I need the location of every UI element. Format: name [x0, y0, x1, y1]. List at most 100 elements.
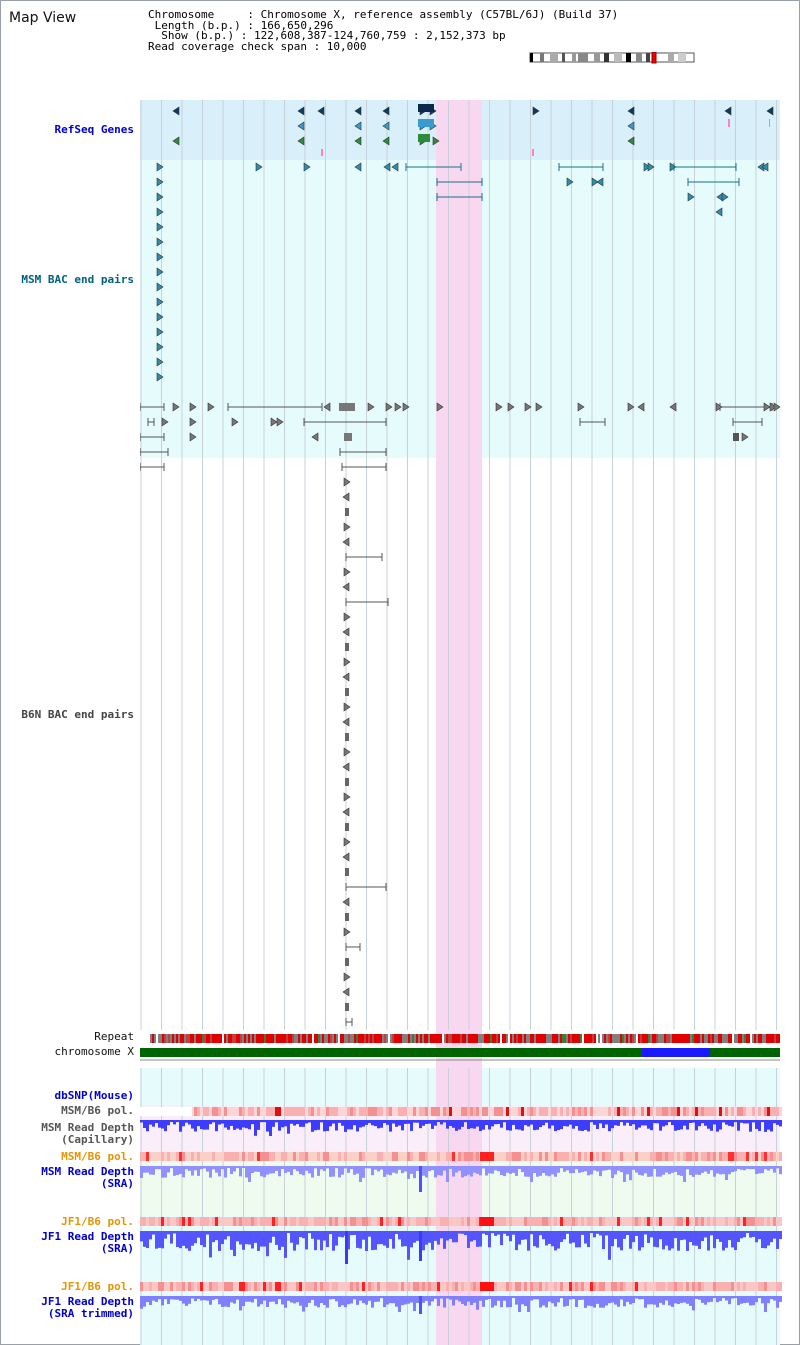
jf1-b6-pol-row-2	[461, 1282, 464, 1291]
repeat-segment	[444, 1034, 446, 1043]
msm-b6-pol-row-2	[752, 1152, 755, 1161]
b6n-bac-end	[763, 402, 771, 412]
jf1-depth-sra-bar	[746, 1231, 749, 1234]
jf1-b6-pol-label-1: JF1/B6 pol.	[61, 1215, 134, 1228]
jf1-depth-trimmed-bar	[338, 1296, 341, 1307]
msm-depth-capillary-bar	[626, 1120, 629, 1123]
b6n-bac-end	[342, 762, 350, 772]
jf1-depth-trimmed-bar	[569, 1296, 572, 1300]
msm-depth-capillary-bar	[251, 1120, 254, 1125]
jf1-depth-trimmed-bar	[752, 1296, 755, 1306]
msm-depth-capillary-bar	[737, 1120, 740, 1131]
repeat-segment	[274, 1034, 276, 1043]
msm-depth-capillary-bar	[713, 1120, 716, 1125]
jf1-depth-trimmed-bar	[323, 1296, 326, 1306]
msm-b6-pol-row-2	[623, 1152, 626, 1161]
jf1-depth-trimmed-bar	[206, 1296, 209, 1301]
msm-b6-pol-row	[299, 1107, 302, 1116]
msm-depth-capillary-bar	[335, 1120, 338, 1131]
msm-depth-capillary-bar	[221, 1120, 224, 1124]
msm-b6-pol-row	[716, 1107, 719, 1116]
repeat-segment	[662, 1034, 664, 1043]
refseq-mark	[321, 149, 323, 156]
jf1-depth-sra-bar	[263, 1231, 266, 1247]
msm-b6-pol-row-2	[515, 1152, 518, 1161]
jf1-depth-sra-bar	[296, 1231, 299, 1245]
msm-b6-pol-row-2	[779, 1152, 782, 1161]
jf1-b6-pol-row-2	[275, 1282, 278, 1291]
msm-depth-sra-bar	[710, 1166, 713, 1171]
msm-b6-pol-row-2	[293, 1152, 296, 1161]
repeat-segment	[378, 1034, 380, 1043]
repeat-segment	[774, 1034, 776, 1043]
jf1-depth-trimmed-bar	[509, 1296, 512, 1308]
jf1-b6-pol-row-2	[212, 1282, 215, 1291]
jf1-b6-pol-row	[182, 1217, 185, 1226]
msm-b6-pol-row	[488, 1107, 491, 1116]
jf1-b6-pol-label-2: JF1/B6 pol.	[61, 1280, 134, 1293]
jf1-b6-pol-row	[692, 1217, 695, 1226]
msm-depth-sra-bar	[350, 1166, 353, 1170]
b6n-bac-end	[436, 402, 444, 412]
jf1-b6-pol-row	[341, 1217, 344, 1226]
msm-b6-pol-row	[371, 1107, 374, 1116]
msm-depth-sra-bar	[572, 1166, 575, 1174]
jf1-depth-trimmed-bar	[470, 1296, 473, 1306]
jf1-depth-trimmed-bar	[527, 1296, 530, 1312]
msm-depth-sra-bar	[323, 1166, 326, 1172]
msm-depth-sra-bar	[599, 1166, 602, 1177]
msm-b6-pol-row	[338, 1107, 341, 1116]
msm-depth-sra-bar	[230, 1166, 233, 1175]
msm-depth-capillary-bar	[554, 1120, 557, 1132]
msm-b6-pol-row-2	[299, 1152, 302, 1161]
msm-b6-pol-row	[365, 1107, 368, 1116]
repeat-segment	[654, 1034, 656, 1043]
msm-b6-pol-row-2	[608, 1152, 611, 1161]
jf1-b6-pol-row-2	[599, 1282, 602, 1291]
repeat-segment	[512, 1034, 514, 1043]
jf1-b6-pol-row-2	[458, 1282, 461, 1291]
jf1-b6-pol-row	[350, 1217, 353, 1226]
repeat-segment	[342, 1034, 344, 1043]
jf1-b6-pol-row-2	[242, 1282, 245, 1291]
msm-depth-capillary-bar	[152, 1120, 155, 1127]
jf1-depth-sra-bar	[215, 1231, 218, 1241]
jf1-b6-pol-row-2	[197, 1282, 200, 1291]
msm-depth-capillary-bar	[665, 1120, 668, 1126]
msm-depth-sra-bar	[278, 1166, 281, 1177]
jf1-depth-trimmed-bar	[350, 1296, 353, 1304]
jf1-b6-pol-row	[380, 1217, 383, 1226]
repeat-segment	[264, 1034, 266, 1043]
jf1-depth-sra-bar	[443, 1231, 446, 1249]
msm-b6-pol-row	[329, 1107, 332, 1116]
msm-b6-pol-row	[596, 1107, 599, 1116]
msm-b6-pol-row-2	[275, 1152, 278, 1161]
msm-b6-pol-row	[194, 1107, 197, 1116]
repeat-segment	[382, 1034, 384, 1043]
msm-depth-capillary-bar	[419, 1120, 422, 1129]
genome-tracks-canvas[interactable]	[140, 100, 782, 1345]
jf1-depth-sra-bar	[221, 1231, 224, 1245]
repeat-segment	[590, 1034, 592, 1043]
b6n-bac-end	[343, 972, 351, 982]
msm-b6-pol-row-2	[677, 1152, 680, 1161]
b6n-bac-end	[270, 417, 278, 427]
jf1-b6-pol-row	[140, 1217, 143, 1226]
jf1-b6-pol-row-2	[398, 1282, 401, 1291]
msm-depth-capillary-bar	[362, 1120, 365, 1127]
msm-b6-pol-row	[560, 1107, 563, 1116]
jf1-depth-trimmed-bar	[746, 1296, 749, 1303]
jf1-depth-sra-bar	[524, 1231, 527, 1240]
jf1-depth-sra-bar	[671, 1231, 674, 1249]
msm-depth-sra-bar	[647, 1166, 650, 1177]
repeat-segment	[296, 1034, 298, 1043]
b6n-bac-end	[343, 927, 351, 937]
page-title: Map View	[9, 10, 77, 26]
msm-depth-capillary-bar	[410, 1120, 413, 1131]
msm-depth-sra-bar	[656, 1166, 659, 1177]
msm-depth-sra-bar	[674, 1166, 677, 1172]
chromosome-ideogram[interactable]	[528, 52, 698, 64]
jf1-depth-sra-bar	[395, 1231, 398, 1235]
jf1-depth-trimmed-bar	[335, 1296, 338, 1302]
msm-b6-pol-row	[419, 1107, 422, 1116]
